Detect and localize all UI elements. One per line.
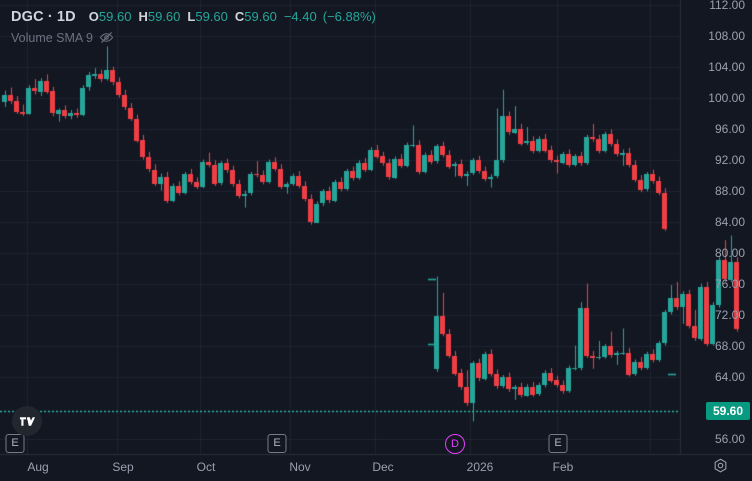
time-tick: Aug [27,460,49,474]
price-tick: 64.00 [714,369,745,384]
earnings-marker[interactable]: E [548,434,568,453]
price-tick: 104.00 [708,59,745,74]
time-tick: Sep [112,460,134,474]
time-tick: Nov [289,460,311,474]
price-tick: 96.00 [714,121,745,136]
time-tick: Dec [372,460,394,474]
time-axis[interactable]: Aug Sep Oct Nov Dec 2026 Feb [0,454,752,480]
price-tick: 92.00 [714,152,745,167]
time-tick: 2026 [466,460,494,474]
price-tick: 112.00 [709,0,745,12]
time-tick: Feb [552,460,574,474]
price-tick: 84.00 [714,214,745,229]
gear-icon[interactable] [711,457,730,476]
price-tick: 68.00 [714,338,745,353]
price-tick: 88.00 [714,183,745,198]
price-tick: 80.00 [714,245,745,260]
earnings-marker[interactable]: E [5,434,25,453]
price-axis[interactable]: 112.00 108.00 104.00 100.00 96.00 92.00 88.00 8… [680,0,752,454]
price-tick: 100.00 [708,90,745,105]
dividend-marker[interactable]: D [445,434,465,454]
earnings-marker[interactable]: E [267,434,287,453]
tradingview-logo[interactable] [12,406,42,436]
price-tick: 72.00 [714,307,745,322]
price-tick: 76.00 [714,276,745,291]
price-tick: 108.00 [708,28,745,43]
time-tick: Oct [196,460,216,474]
price-tick: 56.00 [714,431,745,446]
last-price-badge[interactable]: 59.60 [705,401,750,420]
